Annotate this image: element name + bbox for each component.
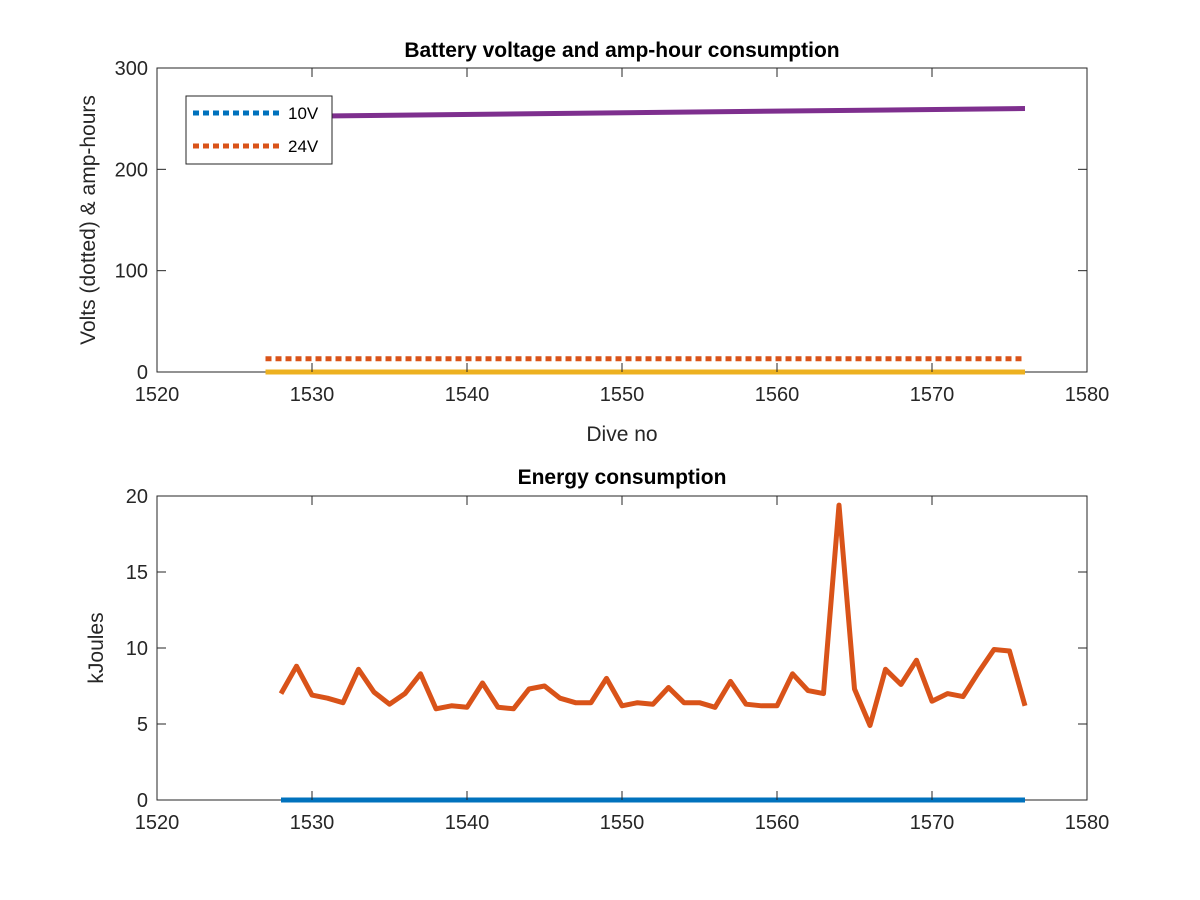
- energy-y-axis-label: kJoules: [85, 612, 108, 683]
- battery-y-axis-label: Volts (dotted) & amp-hours: [77, 95, 100, 345]
- energy-y-tick-label: 15: [126, 562, 148, 584]
- battery-x-tick-label: 1520: [135, 384, 180, 406]
- energy-y-tick-label: 0: [137, 790, 148, 812]
- energy-x-tick-label: 1550: [600, 812, 645, 834]
- battery-ticks-group: 1520 1530 1540 1550 1560 1570 1580 0 100 200 300: [115, 58, 1110, 406]
- energy-x-tick-label: 1580: [1065, 812, 1110, 834]
- battery-x-tick-label: 1530: [290, 384, 335, 406]
- battery-chart: 1520 1530 1540 1550 1560 1570 1580 0 100 200 300 B…: [77, 39, 1109, 446]
- energy-x-tick-label: 1570: [910, 812, 955, 834]
- battery-y-tick-label: 200: [115, 159, 148, 181]
- battery-chart-title: Battery voltage and amp-hour consumption: [404, 39, 839, 62]
- battery-x-tick-label: 1540: [445, 384, 490, 406]
- battery-x-tick-label: 1570: [910, 384, 955, 406]
- energy-axes-box: [156, 495, 1088, 801]
- legend-label-10v: 10V: [288, 104, 319, 123]
- energy-x-tick-label: 1530: [290, 812, 335, 834]
- energy-series-line-1: [278, 502, 1028, 728]
- battery-y-tick-label: 0: [137, 362, 148, 384]
- battery-x-tick-label: 1550: [600, 384, 645, 406]
- energy-x-tick-label: 1520: [135, 812, 180, 834]
- battery-series-group: [265, 106, 1026, 375]
- battery-legend: 10V 24V: [185, 95, 333, 165]
- energy-x-tick-label: 1560: [755, 812, 800, 834]
- energy-x-tick-label: 1540: [445, 812, 490, 834]
- battery-x-tick-label: 1580: [1065, 384, 1110, 406]
- legend-box: [185, 95, 333, 165]
- energy-y-tick-label: 5: [137, 714, 148, 736]
- energy-y-tick-label: 20: [126, 486, 148, 508]
- battery-y-tick-label: 100: [115, 261, 148, 283]
- legend-label-24v: 24V: [288, 137, 319, 156]
- battery-y-tick-label: 300: [115, 58, 148, 80]
- energy-chart-title: Energy consumption: [518, 466, 727, 489]
- battery-series-line-3: [265, 106, 1026, 120]
- energy-y-tick-label: 10: [126, 638, 148, 660]
- battery-x-tick-label: 1560: [755, 384, 800, 406]
- energy-series-group: [278, 502, 1028, 803]
- battery-x-axis-label: Dive no: [586, 423, 657, 446]
